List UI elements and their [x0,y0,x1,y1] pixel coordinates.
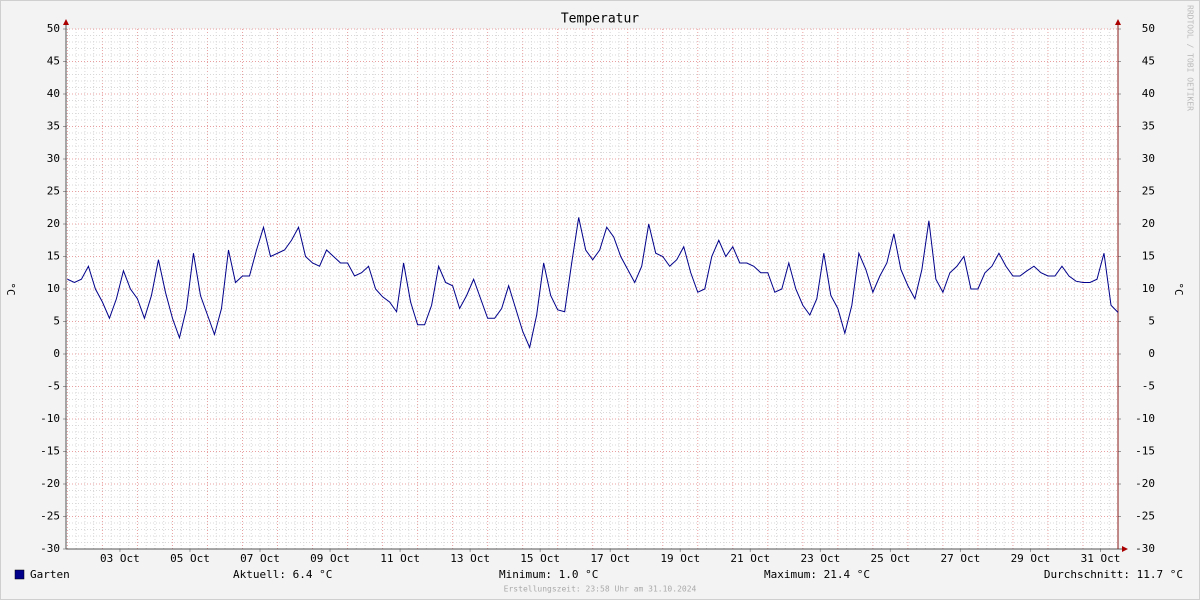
y-tick-label: -20 [40,477,60,490]
y-tick-label-right: -5 [1142,380,1155,393]
y-tick-label-right: 5 [1148,315,1155,328]
x-tick-label: 21 Oct [730,552,770,565]
y-axis-label: °C [4,282,17,295]
x-tick-label: 31 Oct [1081,552,1121,565]
legend-swatch [14,569,25,580]
x-tick-label: 03 Oct [100,552,140,565]
x-tick-label: 19 Oct [660,552,700,565]
y-tick-label: 0 [53,347,60,360]
y-tick-label-right: -20 [1135,477,1155,490]
legend-stat: Aktuell: 6.4 °C [233,568,332,581]
y-tick-label: 40 [47,87,60,100]
x-tick-label: 27 Oct [941,552,981,565]
x-tick-label: 13 Oct [450,552,490,565]
y-tick-label: -15 [40,445,60,458]
y-tick-label-right: -25 [1135,510,1155,523]
y-tick-label: 45 [47,55,60,68]
y-tick-label-right: -15 [1135,445,1155,458]
y-tick-label: 25 [47,185,60,198]
x-tick-label: 09 Oct [310,552,350,565]
x-tick-label: 11 Oct [380,552,420,565]
axis-arrow [1122,546,1128,552]
y-tick-label: 10 [47,282,60,295]
y-tick-label: 30 [47,152,60,165]
y-tick-label-right: 20 [1142,217,1155,230]
axis-arrow [63,19,69,25]
x-tick-label: 05 Oct [170,552,210,565]
y-tick-label-right: 50 [1142,22,1155,35]
y-tick-label-right: 40 [1142,87,1155,100]
footer: Erstellungszeit: 23:58 Uhr am 31.10.2024 [504,585,697,594]
x-tick-label: 15 Oct [520,552,560,565]
y-tick-label: 20 [47,217,60,230]
data-line [67,217,1119,350]
y-tick-label-right: 30 [1142,152,1155,165]
y-tick-label-right: -30 [1135,542,1155,555]
x-tick-label: 07 Oct [240,552,280,565]
y-tick-label-right: 25 [1142,185,1155,198]
y-tick-label-right: 35 [1142,120,1155,133]
y-tick-label-right: 10 [1142,282,1155,295]
x-tick-label: 23 Oct [800,552,840,565]
chart-title: Temperatur [561,12,639,27]
y-tick-label: -10 [40,412,60,425]
axis-arrow [1115,19,1121,25]
y-tick-label: 50 [47,22,60,35]
y-tick-label-right: 45 [1142,55,1155,68]
y-tick-label: -5 [47,380,60,393]
legend-stat: Maximum: 21.4 °C [764,568,870,581]
x-tick-label: 17 Oct [590,552,630,565]
y-tick-label: 35 [47,120,60,133]
legend-stat: Durchschnitt: 11.7 °C [1044,568,1183,581]
legend-stat: Minimum: 1.0 °C [499,568,598,581]
y-axis-label-right: °C [1172,282,1185,295]
y-tick-label: -25 [40,510,60,523]
y-tick-label: 5 [53,315,60,328]
y-tick-label-right: -10 [1135,412,1155,425]
y-tick-label-right: 15 [1142,250,1155,263]
legend-label: Garten [30,568,70,581]
watermark: RRDTOOL / TOBI OETIKER [1186,5,1195,111]
x-tick-label: 25 Oct [870,552,910,565]
y-tick-label: -30 [40,542,60,555]
y-tick-label: 15 [47,250,60,263]
x-tick-label: 29 Oct [1011,552,1051,565]
y-tick-label-right: 0 [1148,347,1155,360]
